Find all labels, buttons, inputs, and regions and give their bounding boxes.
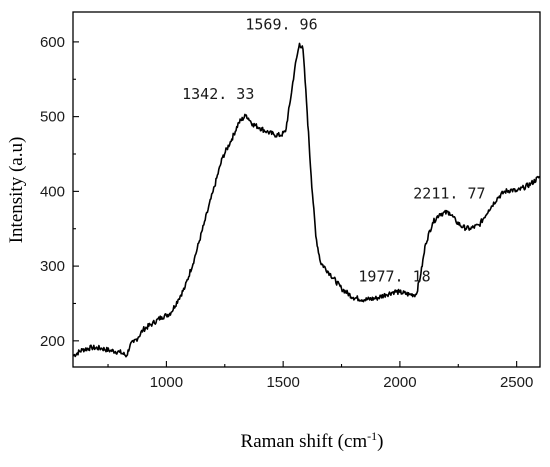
y-tick-label: 500 bbox=[40, 109, 65, 126]
x-tick-label: 2500 bbox=[500, 374, 533, 391]
x-tick-label: 1500 bbox=[266, 374, 299, 391]
peak-annotation: 2211. 77 bbox=[413, 184, 485, 202]
x-tick-label: 1000 bbox=[150, 374, 183, 391]
x-axis-title-main: Raman shift (cm bbox=[241, 431, 368, 452]
peak-annotation: 1569. 96 bbox=[245, 15, 317, 33]
y-tick-label: 300 bbox=[40, 258, 65, 275]
peak-annotations: 1342. 33 1569. 96 1977. 18 2211. 77 bbox=[182, 15, 485, 285]
axis-ticks bbox=[73, 41, 518, 367]
y-tick-label: 400 bbox=[40, 183, 65, 200]
y-tick-label: 200 bbox=[40, 333, 65, 350]
x-axis-title: Raman shift (cm-1) bbox=[241, 429, 384, 452]
x-axis-title-suffix: ) bbox=[377, 431, 383, 452]
tick-labels: 1000 1500 2000 2500 200 300 400 500 600 bbox=[40, 34, 533, 391]
y-axis-title: Intensity (a.u) bbox=[6, 137, 27, 244]
plot-frame bbox=[72, 11, 541, 368]
x-axis-title-superscript: -1 bbox=[367, 429, 377, 443]
y-tick-label: 600 bbox=[40, 34, 65, 51]
series-line bbox=[72, 42, 541, 358]
peak-annotation: 1342. 33 bbox=[182, 85, 254, 103]
peak-annotation: 1977. 18 bbox=[358, 268, 430, 286]
x-tick-label: 2000 bbox=[383, 374, 416, 391]
